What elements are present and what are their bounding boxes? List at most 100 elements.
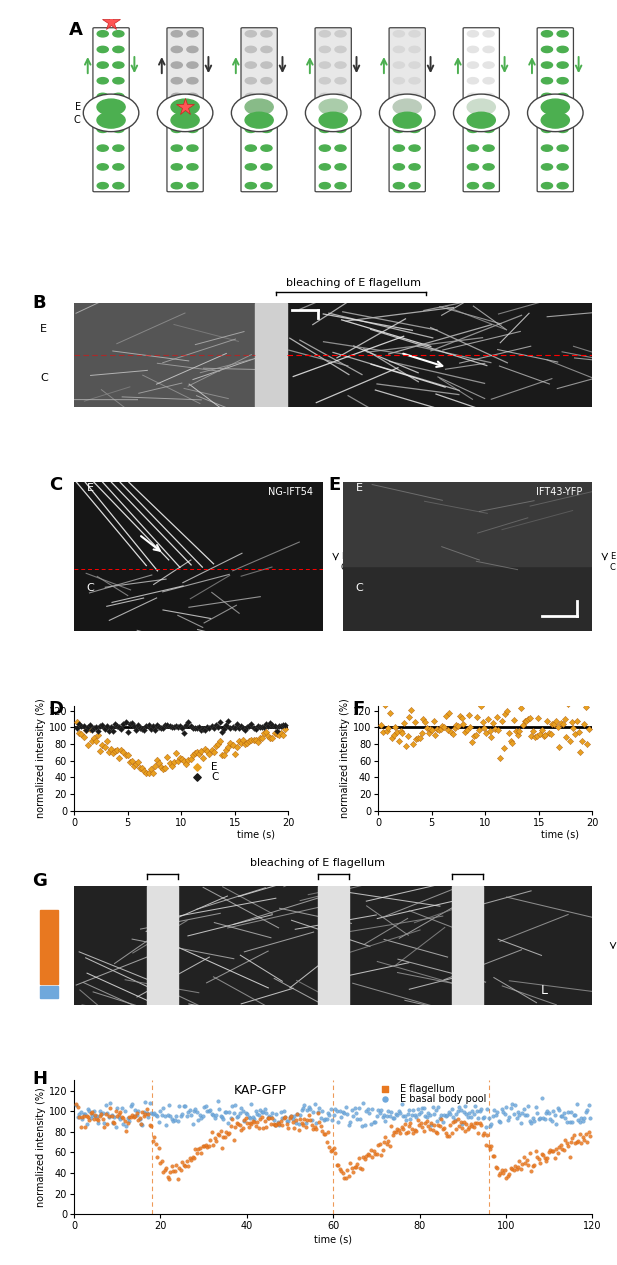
Point <box>506 1098 516 1118</box>
Point <box>522 1150 532 1170</box>
Point <box>87 720 97 740</box>
Point <box>182 1151 192 1171</box>
FancyBboxPatch shape <box>93 28 129 102</box>
Point <box>572 711 582 731</box>
Point <box>288 1112 297 1132</box>
Point <box>96 1104 106 1125</box>
Point <box>432 1122 442 1142</box>
Point <box>476 1114 486 1135</box>
Point <box>563 1102 573 1122</box>
Point <box>444 703 454 724</box>
Point <box>229 1130 239 1150</box>
Circle shape <box>319 99 347 115</box>
Point <box>444 1126 453 1146</box>
Point <box>142 1099 152 1120</box>
Point <box>557 1140 567 1160</box>
Point <box>168 1161 178 1182</box>
Point <box>354 1147 364 1168</box>
Point <box>299 1109 309 1130</box>
Point <box>535 1108 545 1128</box>
Point <box>407 1118 417 1138</box>
Point <box>276 1111 286 1131</box>
Point <box>422 719 432 739</box>
Point <box>470 1113 480 1133</box>
Point <box>127 1094 137 1114</box>
Bar <box>74 302 271 407</box>
Point <box>429 1104 439 1125</box>
Text: L: L <box>540 984 547 997</box>
Point <box>181 754 191 774</box>
Circle shape <box>483 30 494 37</box>
Point <box>78 727 88 748</box>
Point <box>494 1111 504 1131</box>
Point <box>465 1117 474 1137</box>
Point <box>95 1106 105 1126</box>
Point <box>276 1102 286 1122</box>
Point <box>560 1130 570 1150</box>
Point <box>544 724 554 744</box>
Point <box>123 1113 133 1133</box>
Point <box>170 1111 180 1131</box>
Point <box>192 1144 202 1164</box>
Point <box>577 730 587 750</box>
Point <box>574 721 584 741</box>
Point <box>329 1104 339 1125</box>
Point <box>278 1108 288 1128</box>
Point <box>152 1106 162 1126</box>
Bar <box>452 886 484 1006</box>
Circle shape <box>97 163 109 170</box>
Point <box>240 734 250 754</box>
Circle shape <box>557 62 568 68</box>
Point <box>534 1149 544 1169</box>
Point <box>120 745 130 765</box>
Point <box>538 1108 548 1128</box>
Point <box>468 1101 478 1121</box>
Point <box>395 721 405 741</box>
Point <box>515 1106 524 1126</box>
Point <box>196 720 206 740</box>
Point <box>222 1122 231 1142</box>
Point <box>569 1126 579 1146</box>
Point <box>129 1107 139 1127</box>
Point <box>364 1145 374 1165</box>
Circle shape <box>483 77 494 83</box>
Point <box>463 1107 473 1127</box>
Point <box>135 717 145 737</box>
Point <box>131 720 141 740</box>
Point <box>173 1169 183 1189</box>
Point <box>501 1097 511 1117</box>
Point <box>325 1104 334 1125</box>
Point <box>506 1157 516 1178</box>
Point <box>425 719 435 739</box>
Point <box>537 1088 547 1108</box>
Point <box>222 740 231 760</box>
Point <box>171 743 181 763</box>
Point <box>194 1109 204 1130</box>
Point <box>244 1107 254 1127</box>
Point <box>204 1101 213 1121</box>
Point <box>560 708 569 729</box>
Point <box>283 1118 293 1138</box>
Point <box>241 1103 251 1123</box>
Circle shape <box>113 163 124 170</box>
Point <box>115 1102 125 1122</box>
Circle shape <box>97 99 125 115</box>
Point <box>544 1141 554 1161</box>
Point <box>195 1106 205 1126</box>
Circle shape <box>171 182 182 188</box>
Point <box>584 719 594 739</box>
Point <box>304 1097 314 1117</box>
Point <box>305 1111 315 1131</box>
Point <box>138 1114 147 1135</box>
Circle shape <box>409 30 420 37</box>
Point <box>218 1127 228 1147</box>
Point <box>234 1114 244 1135</box>
Point <box>165 1161 175 1182</box>
Point <box>513 1102 523 1122</box>
Point <box>167 717 176 737</box>
Point <box>114 748 124 768</box>
Circle shape <box>409 47 420 53</box>
Circle shape <box>557 30 568 37</box>
Point <box>155 1102 165 1122</box>
Text: C: C <box>86 583 94 593</box>
